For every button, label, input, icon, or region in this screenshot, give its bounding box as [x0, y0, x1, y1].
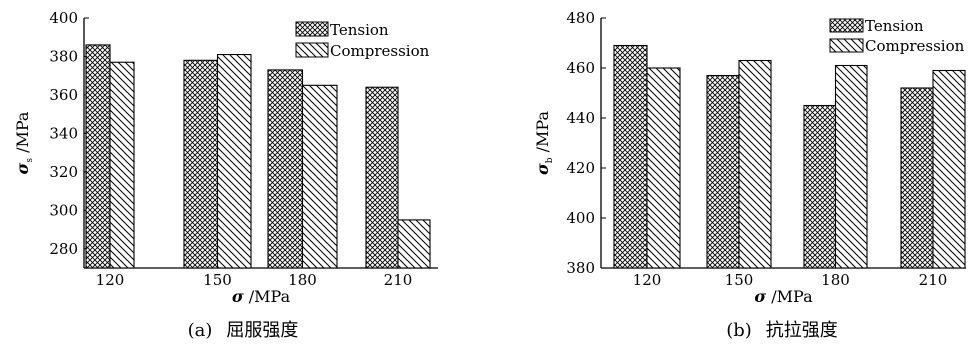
- y-axis-title-subscript: b: [545, 157, 555, 163]
- x-axis-title: σ /MPa: [754, 287, 813, 306]
- x-axis-title: σ /MPa: [232, 287, 291, 306]
- bar-compression-120: [109, 61, 135, 269]
- y-axis-title-symbol: σ: [13, 162, 32, 174]
- x-tick-label: 120: [96, 271, 125, 289]
- panel-caption-label: (a): [188, 320, 213, 341]
- bar-compression-150: [738, 59, 772, 269]
- x-tick-label: 120: [633, 271, 662, 289]
- x-tick-label: 150: [725, 271, 754, 289]
- panel-caption-label: (b): [726, 320, 752, 341]
- y-axis-title-symbol: σ: [533, 163, 552, 175]
- y-tick-label: 320: [49, 163, 78, 181]
- bar-compression-150: [216, 53, 252, 269]
- legend-label-tension: Tension: [865, 17, 924, 35]
- bar-tension-150: [706, 74, 740, 269]
- y-tick-label: 400: [566, 209, 595, 227]
- bar-tension-120: [613, 44, 648, 269]
- legend-label-compression: Compression: [330, 42, 430, 60]
- x-axis-title-unit: /MPa: [244, 287, 291, 306]
- y-tick-label: 380: [566, 259, 595, 277]
- y-tick-label: 380: [49, 47, 78, 65]
- legend-label-compression: Compression: [865, 37, 965, 55]
- bar-tension-210: [365, 86, 399, 269]
- legend-swatch-compression: [295, 42, 329, 58]
- x-axis-title-unit: /MPa: [766, 287, 813, 306]
- y-tick-label: 480: [566, 9, 595, 27]
- panel-caption: (a) 屈服强度: [188, 320, 299, 341]
- bar-compression-210: [397, 219, 431, 269]
- legend-swatch-tension: [829, 18, 864, 33]
- y-tick-label: 420: [566, 159, 595, 177]
- legend-label-tension: Tension: [330, 21, 389, 39]
- y-tick-label: 360: [49, 86, 78, 104]
- bar-compression-180: [834, 64, 868, 269]
- y-axis-title-unit: /MPa: [533, 111, 552, 158]
- y-axis-title-subscript: s: [25, 158, 35, 163]
- y-tick-label: 300: [49, 201, 78, 219]
- y-tick-label: 460: [566, 59, 595, 77]
- panel-caption-text: 抗拉强度: [766, 320, 838, 341]
- bar-compression-210: [932, 69, 966, 269]
- y-tick-label: 340: [49, 124, 78, 142]
- y-axis-title: σs /MPa: [13, 111, 35, 174]
- x-tick-label: 210: [384, 271, 413, 289]
- panel-caption-text: 屈服强度: [226, 320, 298, 341]
- y-tick-label: 440: [566, 109, 595, 127]
- x-tick-label: 180: [821, 271, 850, 289]
- y-axis-title-unit: /MPa: [13, 111, 32, 158]
- legend-swatch-tension: [295, 21, 329, 37]
- bar-tension-210: [900, 87, 934, 269]
- y-tick-label: 280: [49, 240, 78, 258]
- bar-tension-180: [267, 69, 304, 269]
- panel-caption: (b) 抗拉强度: [726, 320, 838, 341]
- x-axis-title-symbol: σ: [232, 287, 244, 306]
- y-tick-label: 400: [49, 9, 78, 27]
- bar-tension-180: [803, 104, 837, 269]
- bar-tension-150: [183, 59, 219, 269]
- x-tick-label: 150: [203, 271, 232, 289]
- x-axis-title-symbol: σ: [754, 287, 766, 306]
- bar-compression-120: [646, 67, 681, 269]
- y-axis-title: σb /MPa: [533, 111, 555, 175]
- x-tick-label: 210: [919, 271, 948, 289]
- legend-swatch-compression: [829, 38, 864, 53]
- x-tick-label: 180: [288, 271, 317, 289]
- bar-compression-180: [301, 84, 338, 269]
- bar-tension-120: [85, 44, 111, 269]
